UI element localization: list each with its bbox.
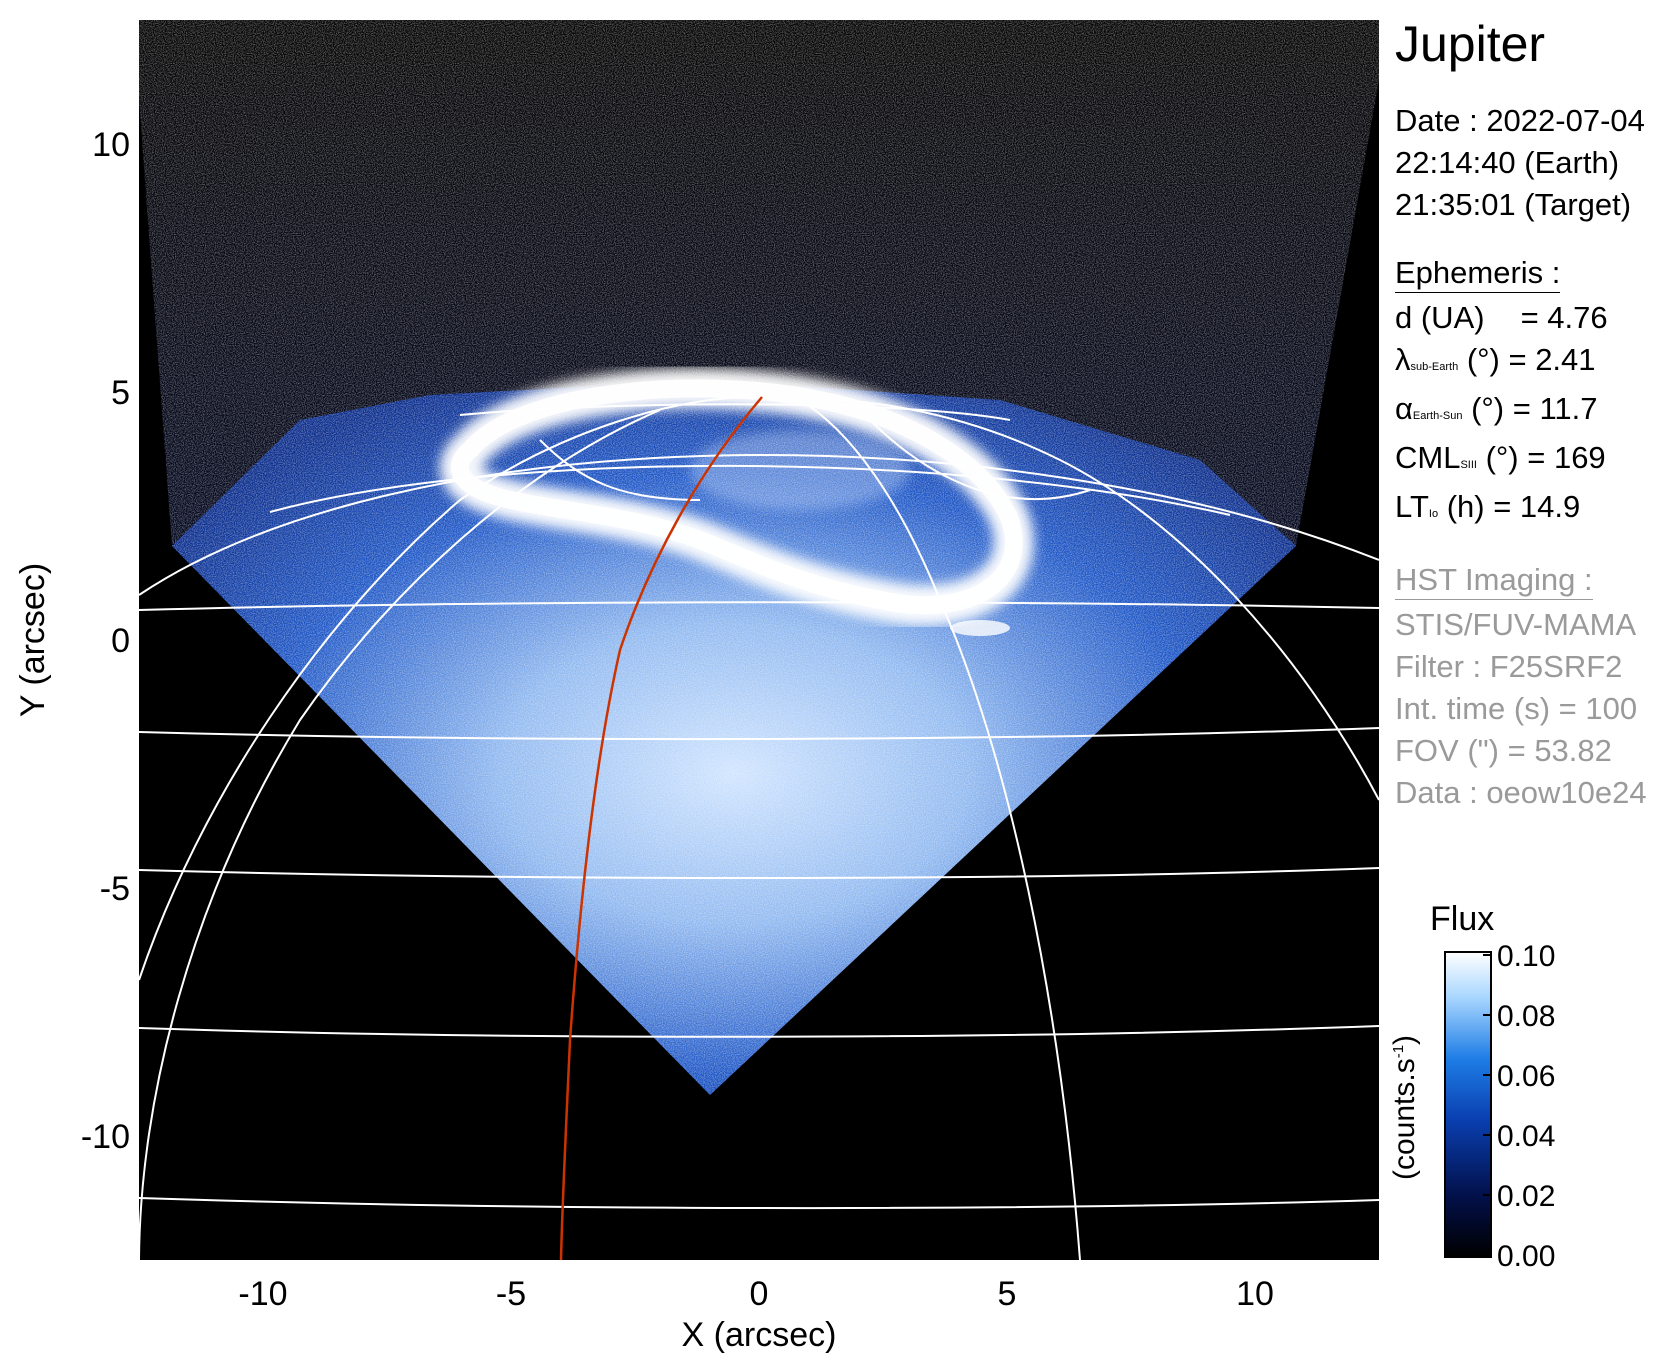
colorbar-tick-label: 0.04 [1497,1120,1555,1153]
colorbar-ticks: 0.10 0.08 0.06 0.04 0.02 0.00 [1483,940,1555,1273]
image-panel [139,20,1379,1260]
colorbar: 0.10 0.08 0.06 0.04 0.02 0.00 [1444,940,1555,1273]
y-tick-label: -5 [100,870,130,908]
colorbar-tick-label: 0.10 [1497,940,1555,973]
x-tick-label: 5 [998,1275,1017,1313]
y-axis-label: Y (arcsec) [14,563,52,717]
grid-line [139,601,1379,611]
grid-line [459,403,1011,421]
x-tick-label: -10 [238,1275,287,1313]
planet-title: Jupiter [1395,16,1546,72]
grid-line [139,409,661,1260]
x-tick-label: 10 [1236,1275,1274,1313]
dataset-row: Data : oeow10e24 [1395,775,1647,810]
phase-row: αEarth-Sun (°) = 11.7 [1395,391,1598,426]
ephemeris-heading: Ephemeris : [1395,254,1561,293]
grid-line [799,399,1081,1260]
central-meridian [559,396,763,1260]
grid-line [761,395,1379,801]
colorbar-tick-label: 0.00 [1497,1240,1555,1273]
x-tick-label: 0 [750,1275,769,1313]
x-axis: -10 -5 0 5 10 [238,1275,1273,1313]
local-time-row: LTIo (h) = 14.9 [1395,489,1581,524]
y-axis: 10 5 0 -5 -10 [81,126,130,1156]
date-line: Date : 2022-07-04 [1395,103,1645,138]
filter-row: Filter : F25SRF2 [1395,649,1623,684]
y-tick-label: -10 [81,1118,130,1156]
y-tick-label: 5 [111,374,130,412]
colorbar-gradient [1444,951,1492,1258]
grid-line [539,439,701,501]
grid-line [269,464,1231,516]
cml-row: CMLSIII (°) = 169 [1395,440,1606,475]
y-tick-label: 0 [111,622,130,660]
colorbar-unit: (counts.s-1) [1388,1034,1421,1180]
time-earth: 22:14:40 (Earth) [1395,145,1620,180]
grid-line [139,1197,1379,1210]
int-time-row: Int. time (s) = 100 [1395,691,1638,726]
grid-line [139,867,1379,879]
colorbar-title: Flux [1430,900,1495,938]
info-panel: Jupiter Date : 2022-07-04 22:14:40 (Eart… [1395,14,1675,814]
grid-line [139,727,1379,741]
grid-line [139,454,1379,596]
colorbar-tick-label: 0.06 [1497,1060,1555,1093]
x-axis-label: X (arcsec) [682,1316,837,1354]
grid-line [869,419,1091,500]
y-tick-label: 10 [92,126,130,164]
fov-row: FOV (") = 53.82 [1395,733,1612,768]
colorbar-tick-label: 0.08 [1497,1000,1555,1033]
distance-row: d (UA) = 4.76 [1395,300,1608,335]
hst-heading: HST Imaging : [1395,561,1593,600]
grid-line [139,1025,1379,1038]
latitude-row: λsub-Earth (°) = 2.41 [1395,342,1596,377]
lat-lon-grid [139,395,1379,1260]
colorbar-tick-label: 0.02 [1497,1180,1555,1213]
time-target: 21:35:01 (Target) [1395,187,1632,222]
instrument-row: STIS/FUV-MAMA [1395,607,1637,642]
x-tick-label: -5 [496,1275,526,1313]
